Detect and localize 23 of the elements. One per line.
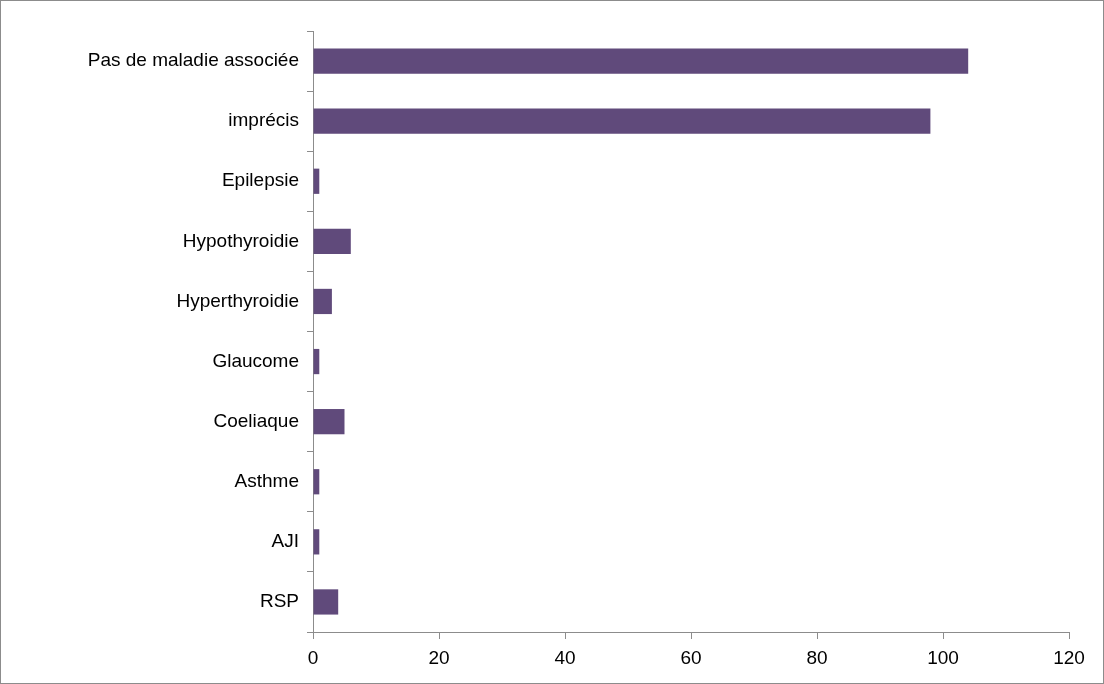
x-tick-label: 40 bbox=[554, 646, 576, 668]
x-tick-label: 80 bbox=[806, 646, 828, 668]
y-tick-label: Asthme bbox=[234, 469, 299, 491]
bar bbox=[313, 48, 969, 74]
bar bbox=[313, 409, 345, 435]
y-tick-label: Hyperthyroidie bbox=[176, 289, 299, 311]
y-tick-label: AJI bbox=[271, 530, 299, 552]
bar bbox=[313, 288, 332, 315]
y-tick-label: Pas de maladie associée bbox=[87, 49, 299, 71]
y-tick-label: Hypothyroidie bbox=[182, 229, 299, 251]
y-tick-label: RSP bbox=[259, 590, 299, 612]
x-tick-label: 120 bbox=[1053, 646, 1085, 668]
x-tick-label: 60 bbox=[680, 646, 702, 668]
y-tick-label: Glaucome bbox=[212, 349, 299, 371]
y-tick-label: imprécis bbox=[228, 109, 299, 131]
y-tick-label: Coeliaque bbox=[213, 409, 299, 431]
bar bbox=[313, 589, 339, 615]
x-tick-label: 0 bbox=[307, 646, 319, 668]
bar bbox=[313, 228, 351, 254]
x-tick-label: 100 bbox=[927, 646, 959, 668]
bar bbox=[313, 108, 931, 134]
x-tick-label: 20 bbox=[428, 646, 450, 668]
y-tick-label: Epilepsie bbox=[221, 169, 299, 191]
